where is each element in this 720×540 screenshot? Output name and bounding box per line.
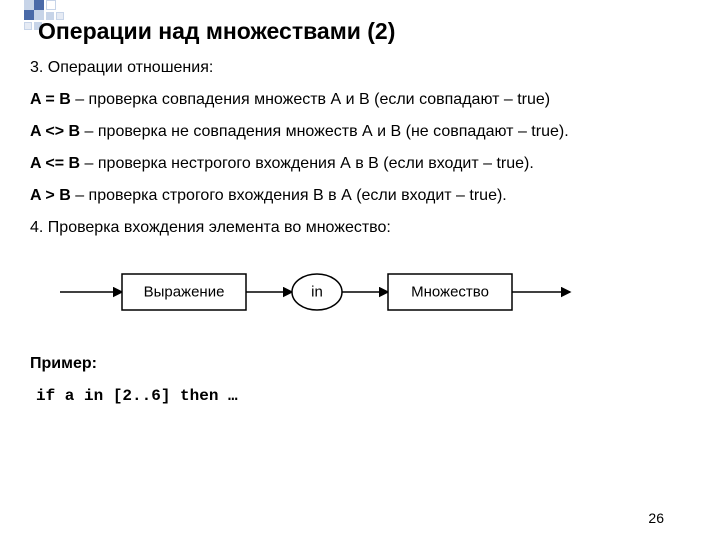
section3-heading: 3. Операции отношения: — [30, 56, 700, 80]
operation-desc: – проверка строгого вхождения В в А (есл… — [71, 187, 507, 204]
operation-desc: – проверка не совпадения множеств А и В … — [80, 123, 569, 140]
example-label: Пример: — [30, 352, 700, 376]
operation-line: A <> B – проверка не совпадения множеств… — [30, 120, 700, 144]
section4-heading: 4. Проверка вхождения элемента во множес… — [30, 216, 700, 240]
page-number: 26 — [648, 510, 664, 526]
operation-line: A = B – проверка совпадения множеств А и… — [30, 88, 700, 112]
operations-list: A = B – проверка совпадения множеств А и… — [30, 88, 700, 208]
page-title: Операции над множествами (2) — [38, 18, 395, 45]
operation-symbol: A <= B — [30, 155, 80, 172]
syntax-diagram: Выражение in Множество — [50, 258, 700, 334]
operation-symbol: A <> B — [30, 123, 80, 140]
example-code: if a in [2..6] then … — [36, 384, 700, 408]
operation-line: A > B – проверка строгого вхождения В в … — [30, 184, 700, 208]
svg-text:Выражение: Выражение — [144, 284, 225, 301]
operation-symbol: A = B — [30, 91, 71, 108]
svg-text:in: in — [311, 284, 323, 301]
operation-desc: – проверка нестрогого вхождения А в В (е… — [80, 155, 534, 172]
svg-text:Множество: Множество — [411, 284, 489, 301]
operation-symbol: A > B — [30, 187, 71, 204]
operation-desc: – проверка совпадения множеств А и В (ес… — [71, 91, 550, 108]
content-area: 3. Операции отношения: A = B – проверка … — [30, 56, 700, 408]
operation-line: A <= B – проверка нестрогого вхождения А… — [30, 152, 700, 176]
